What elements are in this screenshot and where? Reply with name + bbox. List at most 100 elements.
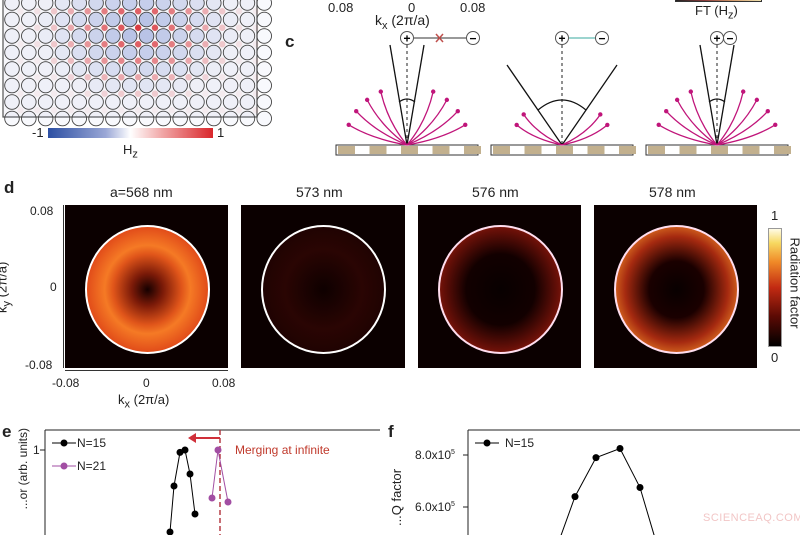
field-maximum: [85, 74, 91, 80]
e-series-n21-point: [215, 447, 222, 454]
field-maximum: [152, 107, 158, 113]
field-maximum: [68, 41, 74, 47]
lattice-hole: [72, 78, 87, 93]
lattice-hole: [22, 78, 37, 93]
lattice-hole: [257, 45, 272, 60]
d-title-3: 576 nm: [472, 184, 519, 200]
field-maximum: [17, 58, 23, 64]
substrate-block: [493, 146, 510, 154]
field-maximum: [152, 25, 158, 31]
arrow-head-icon: [354, 109, 358, 113]
field-maximum: [169, 74, 175, 80]
minus-charge-icon-glyph: −: [726, 32, 733, 46]
radiation-arrow: [349, 125, 407, 145]
lattice-hole: [55, 45, 70, 60]
field-maximum: [253, 41, 259, 47]
field-maximum: [68, 107, 74, 113]
lattice-hole: [190, 111, 205, 126]
arrow-head-icon: [431, 89, 435, 93]
lattice-hole: [240, 111, 255, 126]
radiation-map-576: [418, 205, 581, 368]
field-maximum: [169, 107, 175, 113]
field-maximum: [185, 41, 191, 47]
lattice-hole: [55, 12, 70, 27]
field-maximum: [135, 25, 141, 31]
lattice-hole: [106, 78, 121, 93]
lattice-hole: [139, 45, 154, 60]
field-maximum: [101, 107, 107, 113]
field-maximum: [219, 25, 225, 31]
lattice-hole: [72, 95, 87, 110]
arrow-head-icon: [657, 123, 661, 127]
lattice-hole: [257, 62, 272, 77]
f-ytick-6-exp: 5: [451, 501, 455, 508]
field-maximum: [253, 107, 259, 113]
cone-edge: [507, 65, 562, 145]
lattice-hole: [139, 111, 154, 126]
cone-edge: [717, 45, 734, 145]
arrow-head-icon: [605, 123, 609, 127]
field-maximum: [101, 41, 107, 47]
ring-568: [85, 225, 210, 354]
field-maximum: [51, 91, 57, 97]
legend-marker-n15: [61, 440, 68, 447]
cone-edge: [390, 45, 407, 145]
lattice-hole: [173, 78, 188, 93]
plus-charge-icon-glyph: +: [403, 32, 410, 46]
lattice-hole: [22, 29, 37, 44]
lattice-hole: [139, 29, 154, 44]
field-maximum: [118, 91, 124, 97]
lattice-hole: [5, 29, 20, 44]
cone-edge: [407, 45, 424, 145]
lattice-hole: [257, 12, 272, 27]
lattice-hole: [139, 62, 154, 77]
lattice-hole: [223, 45, 238, 60]
lattice-hole: [190, 78, 205, 93]
lattice-hole: [122, 78, 137, 93]
field-maximum: [253, 91, 259, 97]
lattice-hole: [38, 45, 53, 60]
lattice-hole: [173, 95, 188, 110]
ring-573: [261, 225, 386, 354]
arrow-head-icon: [755, 98, 759, 102]
d-ylabel: ky (2π/a): [0, 262, 13, 313]
lattice-hole: [240, 0, 255, 10]
radiation-arrow: [524, 114, 562, 145]
lattice-hole: [223, 12, 238, 27]
field-maximum: [236, 41, 242, 47]
lattice-hole: [72, 45, 87, 60]
field-maximum: [169, 41, 175, 47]
d-xlabel: kx (2π/a): [118, 392, 169, 411]
lattice-hole: [156, 78, 171, 93]
e-series-n21-point: [225, 499, 232, 506]
lattice-hole: [122, 45, 137, 60]
arrow-head-icon: [514, 123, 518, 127]
field-maximum: [169, 25, 175, 31]
d-ylabel-rest: (2π/a): [0, 262, 9, 301]
lattice-hole: [72, 111, 87, 126]
f-series-n15-line: [560, 449, 655, 535]
field-maximum: [253, 58, 259, 64]
d-xlabel-rest: (2π/a): [130, 392, 169, 407]
e-series-n15-line: [170, 450, 195, 532]
lattice-hole: [106, 45, 121, 60]
field-maximum: [253, 25, 259, 31]
field-maximum: [34, 74, 40, 80]
substrate-block: [588, 146, 605, 154]
arrow-head-icon: [675, 98, 679, 102]
arrow-head-icon: [521, 112, 525, 116]
f-series-n15-point: [572, 493, 579, 500]
hz-label-text: H: [123, 142, 132, 157]
substrate-block: [680, 146, 697, 154]
field-maximum: [118, 107, 124, 113]
d-ytick-mid: 0: [50, 280, 57, 294]
arrow-head-icon: [766, 109, 770, 113]
lattice-hole: [139, 0, 154, 10]
lattice-hole: [55, 95, 70, 110]
minus-charge-icon-glyph: −: [598, 32, 605, 46]
lattice-hole: [5, 78, 20, 93]
arrow-head-icon: [379, 89, 383, 93]
lattice-hole: [206, 45, 221, 60]
plus-charge-icon-glyph: +: [713, 32, 720, 46]
lattice-hole: [72, 29, 87, 44]
